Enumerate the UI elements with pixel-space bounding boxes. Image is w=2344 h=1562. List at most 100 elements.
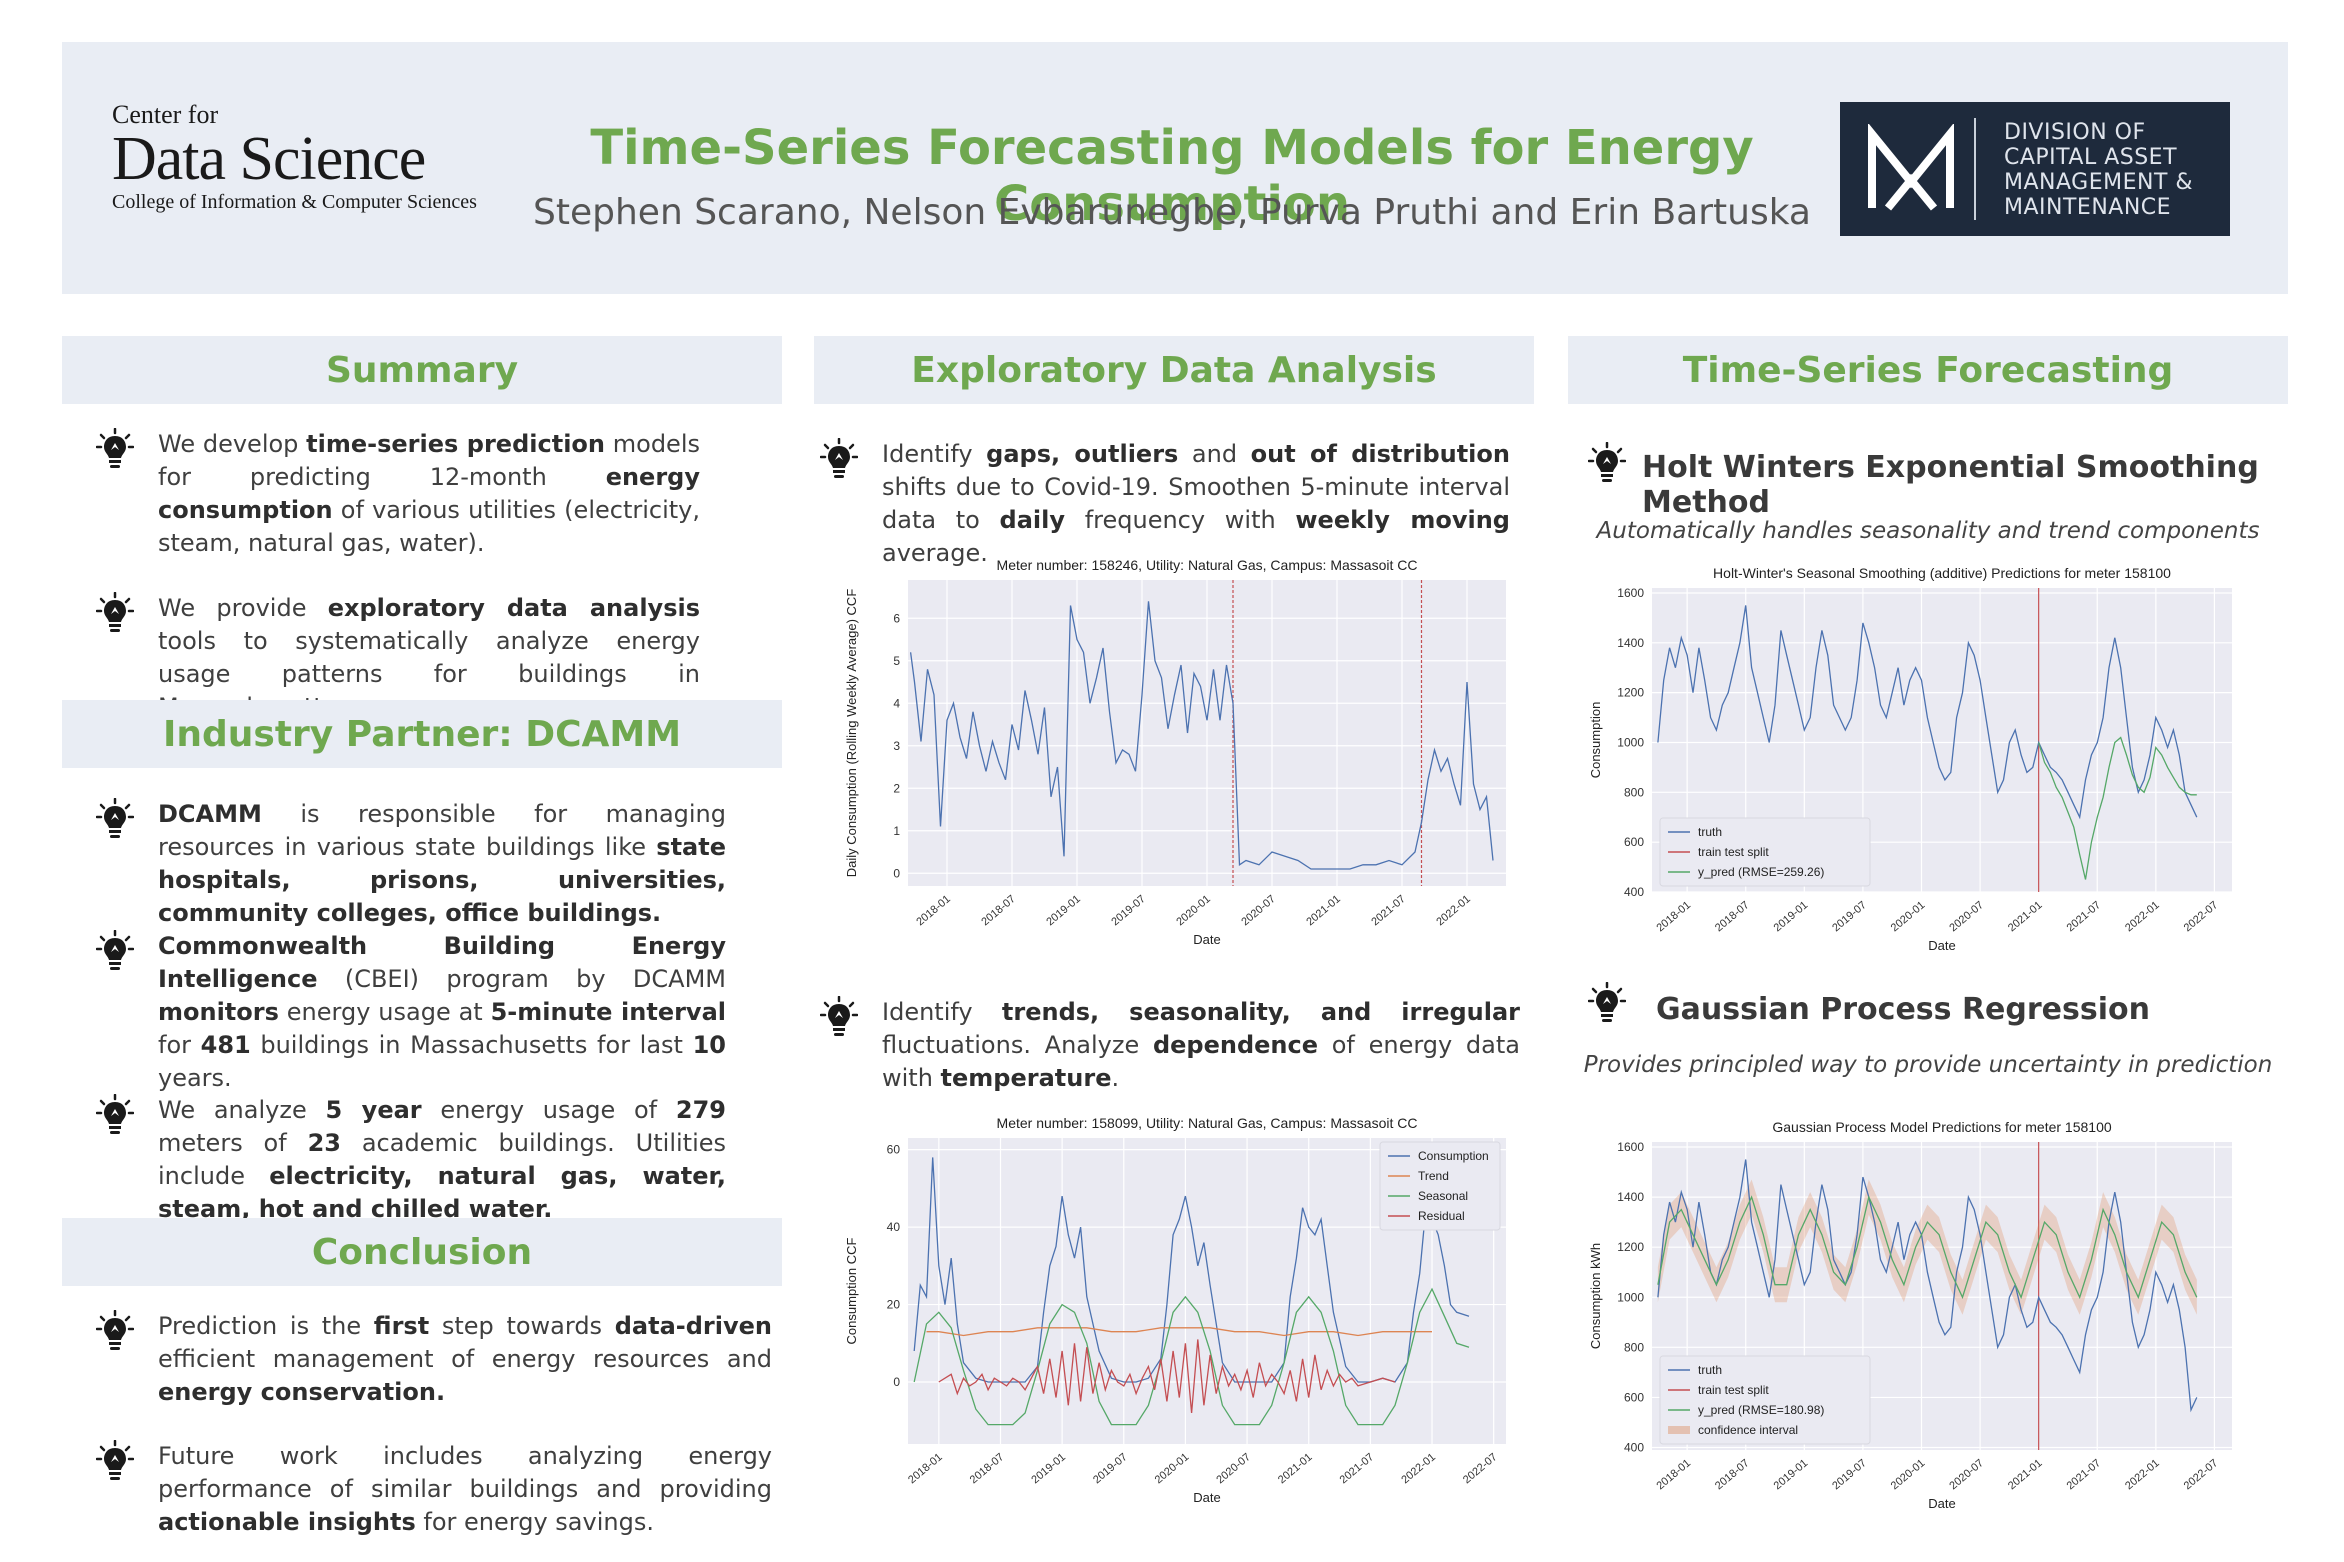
- hw-caption: Automatically handles seasonality and tr…: [1596, 518, 2260, 544]
- dcamm-line-2: CAPITAL ASSET: [2004, 145, 2178, 170]
- x-tick-label: 2020-01: [1889, 899, 1928, 934]
- text-run: (CBEI) program by DCAMM: [317, 965, 726, 993]
- x-tick-label: 2019-07: [1091, 1451, 1130, 1486]
- logo-line-2: Data Science: [112, 125, 426, 193]
- x-tick-label: 2018-07: [1713, 1457, 1752, 1492]
- bullet-text: Identify gaps, outliers and out of distr…: [882, 438, 1510, 570]
- dcamm-line-3: MANAGEMENT &: [2004, 170, 2194, 195]
- x-axis-label: Date: [1928, 1496, 1955, 1511]
- text-run: We analyze: [158, 1096, 326, 1124]
- bold-text: energy consumption: [158, 463, 700, 524]
- bold-text: daily: [999, 506, 1066, 534]
- text-run: efficient management of energy resources…: [158, 1345, 772, 1373]
- text-run: We develop: [158, 430, 307, 458]
- x-tick-label: 2022-07: [1461, 1451, 1500, 1486]
- y-tick-label: 1200: [1617, 686, 1644, 700]
- y-tick-label: 5: [893, 654, 900, 668]
- legend-label: Trend: [1418, 1169, 1449, 1183]
- bold-text: data-driven: [614, 1312, 772, 1340]
- legend-label: train test split: [1698, 845, 1769, 859]
- x-tick-label: 2020-07: [1214, 1451, 1253, 1486]
- x-axis-label: Date: [1928, 938, 1955, 953]
- y-tick-label: 0: [893, 1375, 900, 1389]
- bold-text: dependence: [1152, 1031, 1319, 1059]
- legend-label: Consumption: [1418, 1149, 1489, 1163]
- series-line-truth: [1657, 1159, 2198, 1413]
- x-tick-label: 2020-07: [1947, 1457, 1986, 1492]
- x-tick-label: 2018-07: [968, 1451, 1007, 1486]
- bullet-text: Identify trends, seasonality, and irregu…: [882, 996, 1520, 1095]
- x-tick-label: 2018-01: [914, 893, 953, 928]
- bold-text: temperature: [940, 1064, 1112, 1092]
- x-tick-label: 2020-07: [1947, 899, 1986, 934]
- legend-label: y_pred (RMSE=180.98): [1698, 1403, 1824, 1417]
- x-tick-label: 2020-07: [1239, 893, 1278, 928]
- bullet-text: We develop time-series prediction models…: [158, 428, 700, 560]
- text-run: energy usage of: [421, 1096, 676, 1124]
- x-tick-label: 2018-07: [979, 893, 1018, 928]
- bold-text: exploratory data analysis: [327, 594, 700, 622]
- x-tick-label: 2018-01: [1654, 1457, 1693, 1492]
- gp-title: Gaussian Process Regression: [1656, 992, 2150, 1027]
- eda-heading: Exploratory Data Analysis: [814, 336, 1534, 404]
- bullet-text: Future work includes analyzing energy pe…: [158, 1440, 772, 1539]
- series-line-trend: [926, 1327, 1432, 1337]
- legend-swatch: [1668, 1426, 1690, 1434]
- y-tick-label: 1200: [1617, 1240, 1644, 1254]
- legend-label: truth: [1698, 825, 1722, 839]
- bullet-text: DCAMM is responsible for managing resour…: [158, 798, 726, 930]
- x-tick-label: 2022-01: [2123, 1457, 2162, 1492]
- bold-text: 5 year: [325, 1096, 422, 1124]
- x-tick-label: 2022-07: [2182, 1457, 2221, 1492]
- eda-chart-gaps: Meter number: 158246, Utility: Natural G…: [840, 552, 1520, 952]
- poster-authors: Stephen Scarano, Nelson Evbarunegbe, Pur…: [533, 192, 1811, 233]
- x-tick-label: 2019-01: [1044, 893, 1083, 928]
- x-tick-label: 2021-01: [1304, 893, 1343, 928]
- legend-box: [1659, 1355, 1871, 1445]
- bold-text: trends, seasonality, and irregular: [1001, 998, 1520, 1026]
- x-tick-label: 2021-07: [2065, 899, 2104, 934]
- series-line-data: [909, 601, 1494, 870]
- chart-svg: Holt-Winter's Seasonal Smoothing (additi…: [1588, 565, 2232, 953]
- text-run: meters of: [158, 1129, 308, 1157]
- text-run: of various utilities (electricity, steam…: [158, 496, 700, 557]
- text-run: buildings in Massachusetts for last: [250, 1031, 693, 1059]
- bold-text: time-series prediction: [306, 430, 605, 458]
- lightbulb-icon: [96, 592, 134, 632]
- chart-title: Holt-Winter's Seasonal Smoothing (additi…: [1713, 565, 2171, 581]
- bold-text: 279: [675, 1096, 726, 1124]
- dcamm-line-4: MAINTENANCE: [2004, 195, 2172, 220]
- text-run: academic buildings. Utilities include: [158, 1129, 726, 1190]
- y-tick-label: 1: [893, 824, 900, 838]
- x-tick-label: 2021-07: [1369, 893, 1408, 928]
- bold-text: out of distribution: [1250, 440, 1510, 468]
- x-tick-label: 2021-01: [2006, 1457, 2045, 1492]
- lightbulb-icon: [1588, 442, 1626, 482]
- x-tick-label: 2022-01: [2123, 899, 2162, 934]
- legend-label: truth: [1698, 1363, 1722, 1377]
- lightbulb-icon: [1588, 982, 1626, 1022]
- text-run: We provide: [158, 594, 328, 622]
- summary-heading: Summary: [62, 336, 782, 404]
- industry-heading: Industry Partner: DCAMM: [62, 700, 782, 768]
- conclusion-heading: Conclusion: [62, 1218, 782, 1286]
- x-tick-label: 2018-01: [906, 1451, 945, 1486]
- lightbulb-icon: [96, 1440, 134, 1480]
- x-tick-label: 2019-01: [1029, 1451, 1068, 1486]
- dcamm-m-icon: [1868, 124, 1954, 211]
- text-run: and: [1178, 440, 1251, 468]
- y-tick-label: 800: [1624, 1340, 1644, 1354]
- x-tick-label: 2019-01: [1772, 899, 1811, 934]
- gp-caption: Provides principled way to provide uncer…: [1583, 1052, 2273, 1078]
- chart-svg: Meter number: 158246, Utility: Natural G…: [844, 557, 1506, 947]
- gaussian-process-chart: Gaussian Process Model Predictions for m…: [1584, 1114, 2246, 1516]
- bold-text: Commonwealth Building Energy Intelligenc…: [158, 932, 726, 993]
- y-tick-label: 0: [893, 866, 900, 880]
- dcamm-line-1: DIVISION OF: [2004, 120, 2146, 145]
- logo-line-1: Center for: [112, 100, 219, 129]
- x-tick-label: 2021-07: [1338, 1451, 1377, 1486]
- text-run: shifts due to Covid-19. Smoothen 5-minut…: [882, 473, 1510, 534]
- lightbulb-icon: [96, 1310, 134, 1350]
- x-tick-label: 2022-01: [1399, 1451, 1438, 1486]
- y-tick-label: 20: [887, 1298, 901, 1312]
